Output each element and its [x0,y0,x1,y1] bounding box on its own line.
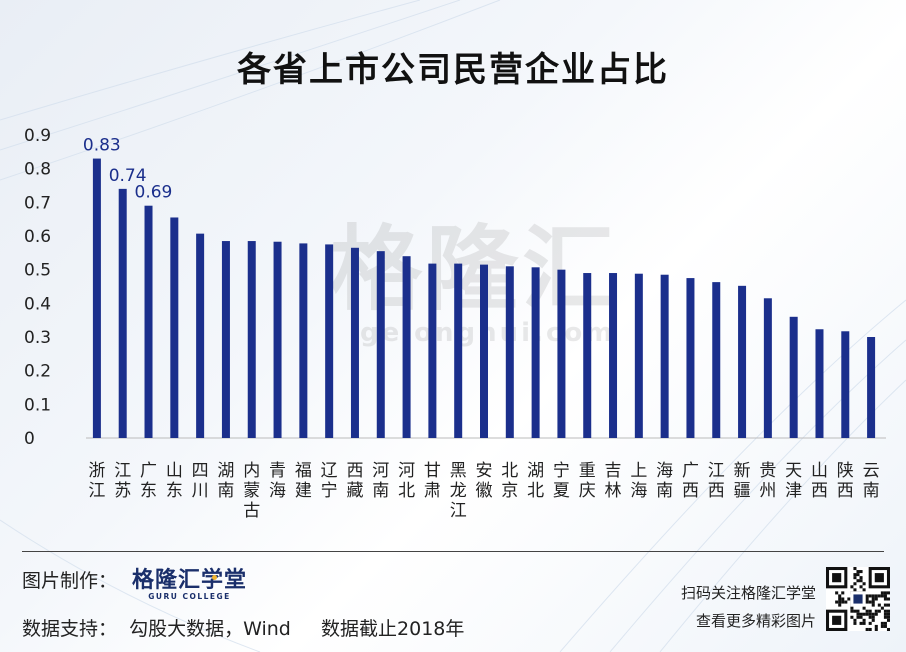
x-tick-label: 江西 [708,461,725,501]
x-tick-label: 内蒙古 [243,461,260,521]
data-label: 0.69 [135,183,173,203]
bar [841,331,850,438]
x-tick-label: 海南 [656,461,673,501]
made-by-label: 图片制作： [22,570,118,592]
x-tick-label: 黑龙江 [450,461,467,521]
x-tick-label: 河北 [398,461,415,501]
bar [350,247,359,438]
brand-subtitle: GURU COLLEGE [148,592,231,601]
x-tick-label: 山西 [811,461,828,501]
bar [609,273,618,438]
qr-caption-1: 扫码关注格隆汇学堂 [680,584,816,602]
bar [531,267,540,438]
x-tick-label: 浙江 [88,461,105,501]
y-tick-label: 0.5 [24,261,51,281]
brand-star-icon [212,575,217,580]
bar [634,273,643,438]
x-tick-label: 云南 [863,461,880,501]
x-tick-label: 青海 [269,461,286,501]
x-tick-label: 陕西 [837,461,854,501]
bar [789,316,798,438]
x-tick-label: 贵州 [759,461,776,501]
bar [144,205,153,438]
x-tick-label: 湖北 [527,461,544,501]
y-tick-label: 0.8 [24,160,51,180]
x-tick-label: 福建 [295,461,312,501]
x-tick-label: 吉林 [605,461,622,501]
y-tick-label: 0.6 [24,227,51,247]
bar [738,285,747,438]
bar [867,337,876,438]
bar [428,263,437,438]
bar [686,278,695,438]
bar [583,273,592,438]
y-tick-label: 0.7 [24,193,51,213]
x-tick-label: 山东 [166,461,183,501]
x-tick-label: 河南 [372,461,389,501]
x-tick-label: 宁夏 [553,461,570,501]
y-tick-label: 0.2 [24,362,51,382]
bar [763,298,772,438]
brand-logo: 格隆汇学堂 GURU COLLEGE [132,562,247,601]
bar [712,282,721,438]
bar [660,274,669,438]
bar [325,244,334,438]
bar [402,256,411,438]
bar [196,233,205,438]
x-tick-label: 辽宁 [321,461,338,501]
bar [221,241,230,438]
data-source-line: 数据支持： 勾股大数据，Wind 数据截止2018年 [22,618,465,640]
brand-name: 格隆汇学堂 [132,568,248,593]
bar [505,266,514,438]
y-tick-label: 0.3 [24,328,51,348]
x-tick-label: 广西 [682,461,699,501]
bar [454,263,463,438]
qr-caption-2: 查看更多精彩图片 [695,612,816,630]
x-tick-label: 甘肃 [424,461,441,501]
x-tick-label: 安徽 [476,461,493,501]
x-tick-label: 新疆 [734,461,751,501]
y-tick-label: 0.4 [24,294,51,314]
y-tick-label: 0.1 [24,395,51,415]
bar [376,251,385,438]
x-tick-label: 湖南 [217,461,234,501]
bar [170,217,179,438]
bar-chart: 0 0.1 0.2 0.3 0.4 0.5 0.6 0.7 0.8 0.9 浙江 0.83 江苏 0.74… [24,126,886,521]
data-label: 0.83 [83,136,121,156]
data-label: 0.74 [109,166,147,186]
bar [557,269,566,438]
bar [118,188,127,438]
x-tick-label: 西藏 [346,461,363,501]
bar [815,329,824,438]
x-tick-label: 重庆 [579,461,596,501]
qr-code-icon[interactable] [826,567,890,631]
bar [273,241,282,438]
x-tick-label: 天津 [785,461,802,501]
x-tick-label: 江苏 [114,461,131,501]
bar [92,158,101,439]
chart-title: 各省上市公司民营企业占比 [237,50,669,90]
y-tick-label: 0 [24,429,35,449]
bar [299,243,308,438]
x-tick-label: 北京 [501,461,518,501]
x-tick-label: 上海 [630,461,647,501]
x-tick-label: 四川 [192,461,209,501]
footer-divider [22,551,884,552]
x-tick-label: 广东 [140,461,157,501]
bar [247,241,256,438]
bar [480,264,488,438]
y-tick-label: 0.9 [24,126,51,146]
